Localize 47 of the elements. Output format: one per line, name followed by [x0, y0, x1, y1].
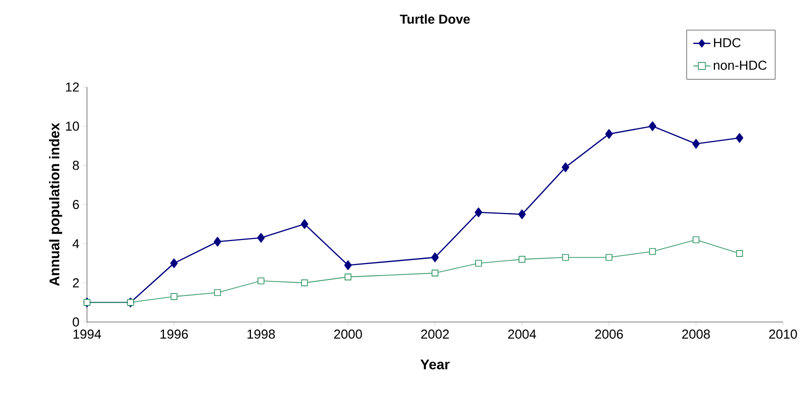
- y-tick-label: 12: [66, 82, 79, 92]
- legend-label: non-HDC: [714, 60, 767, 70]
- chart-title: Turtle Dove: [400, 14, 470, 24]
- point: [170, 293, 178, 300]
- x-tick-label: 2008: [682, 330, 710, 339]
- point: [736, 133, 744, 143]
- point: [431, 252, 439, 262]
- point: [257, 232, 265, 243]
- point: [692, 138, 700, 149]
- point: [214, 236, 222, 247]
- point: [214, 289, 221, 296]
- y-tick-label: 0: [72, 317, 79, 327]
- x-tick-label: 2006: [595, 330, 623, 339]
- point: [432, 270, 438, 276]
- y-tick-label: 6: [72, 200, 79, 210]
- point: [648, 121, 656, 131]
- x-tick-label: 2010: [769, 330, 797, 339]
- y-tick-label: 8: [72, 160, 79, 170]
- point: [692, 236, 700, 244]
- point: [518, 256, 526, 263]
- y-tick-label: 10: [66, 122, 79, 131]
- point: [170, 258, 178, 268]
- point: [258, 277, 264, 284]
- y-tick-label: 2: [72, 278, 79, 288]
- legend-label: HDC: [714, 38, 741, 48]
- x-tick-label: 2000: [334, 330, 362, 339]
- point: [518, 209, 526, 220]
- point: [605, 129, 613, 139]
- y-tick-label: 4: [72, 239, 80, 248]
- point: [344, 274, 352, 280]
- point: [475, 260, 482, 267]
- x-tick-label: 2002: [421, 330, 449, 339]
- x-tick-label: 1996: [160, 330, 188, 339]
- point: [606, 254, 612, 261]
- point: [474, 208, 482, 218]
- point: [649, 248, 656, 255]
- x-tick-label: 1994: [74, 330, 102, 339]
- x-tick-label: 2004: [508, 330, 536, 339]
- point: [562, 254, 569, 261]
- point: [736, 250, 743, 257]
- x-tick-label: 1998: [248, 330, 275, 339]
- point: [300, 219, 308, 229]
- point: [301, 279, 308, 286]
- x-axis-title: Year: [420, 360, 450, 370]
- point: [562, 162, 570, 172]
- point: [344, 260, 352, 270]
- y-axis-title: Annual population index: [49, 122, 62, 286]
